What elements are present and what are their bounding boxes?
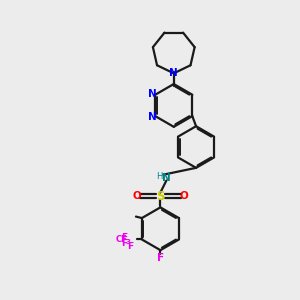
- Text: N: N: [169, 68, 178, 78]
- Text: H: H: [156, 172, 162, 181]
- Text: N: N: [162, 173, 171, 183]
- Text: F: F: [121, 232, 127, 242]
- Text: O: O: [132, 191, 141, 201]
- Text: S: S: [156, 190, 165, 202]
- Text: N: N: [148, 112, 157, 122]
- Text: N: N: [148, 89, 157, 99]
- Text: 3: 3: [125, 239, 130, 245]
- Text: F: F: [127, 242, 133, 250]
- Text: F: F: [157, 254, 164, 263]
- Text: O: O: [180, 191, 189, 201]
- Text: F: F: [121, 238, 127, 247]
- Text: CF: CF: [116, 235, 128, 244]
